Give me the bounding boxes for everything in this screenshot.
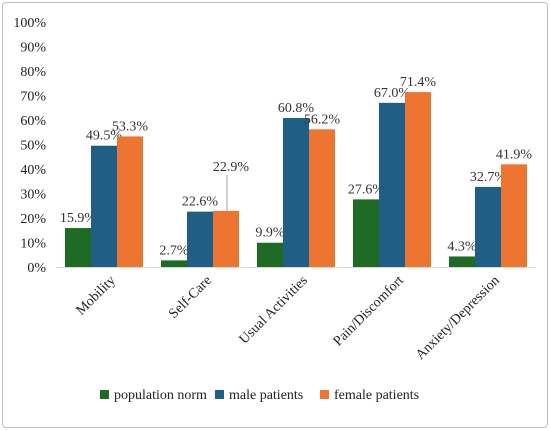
y-tick-label: 40% [20,163,46,178]
y-tick-label: 90% [20,41,46,56]
legend-label: female patients [334,388,419,403]
y-tick-label: 30% [20,188,46,203]
data-label: 4.3% [447,239,477,254]
legend-label: male patients [229,388,303,403]
legend-swatch [100,390,109,399]
y-tick-label: 0% [27,261,46,276]
y-tick-label: 80% [20,65,46,80]
bar-population-norm [449,256,475,267]
bar-female-patients [309,129,335,267]
data-label: 22.6% [182,195,219,210]
data-label: 71.4% [400,75,437,90]
bar-male-patients [283,118,309,267]
y-tick-label: 100% [13,16,46,31]
data-label: 67.0% [374,86,411,101]
bar-male-patients [187,211,213,267]
bar-male-patients [91,145,117,267]
y-tick-label: 50% [20,139,46,154]
x-category-label: Usual Activities [237,273,311,347]
data-label: 53.3% [112,119,149,134]
bar-population-norm [353,199,379,267]
x-category-label: Anxiety/Depression [413,273,503,363]
data-label: 15.9% [60,211,97,226]
bar-population-norm [257,242,283,267]
data-label: 2.7% [159,243,189,258]
y-tick-label: 20% [20,212,46,227]
bar-female-patients [405,92,431,267]
x-category-label: Pain/Discomfort [331,273,407,349]
y-tick-label: 10% [20,237,46,252]
legend-label: population norm [114,388,207,403]
x-category-label: Mobility [74,273,119,318]
data-label: 49.5% [86,129,123,144]
data-label: 22.9% [213,160,250,175]
legend-swatch [320,390,329,399]
data-label: 60.8% [278,101,315,116]
data-label: 27.6% [348,182,385,197]
legend-swatch [215,390,224,399]
bar-population-norm [161,260,187,267]
data-label: 9.9% [255,226,285,241]
x-category-label: Self-Care [166,273,215,322]
y-tick-label: 60% [20,114,46,129]
bar-female-patients [501,164,527,267]
bar-male-patients [475,186,501,267]
bar-female-patients [117,136,143,267]
data-label: 32.7% [470,170,507,185]
data-label: 41.9% [496,147,533,162]
bar-female-patients [213,210,239,267]
y-tick-label: 70% [20,90,46,105]
bar-population-norm [65,228,91,267]
bar-male-patients [379,102,405,267]
data-label: 56.2% [304,112,341,127]
